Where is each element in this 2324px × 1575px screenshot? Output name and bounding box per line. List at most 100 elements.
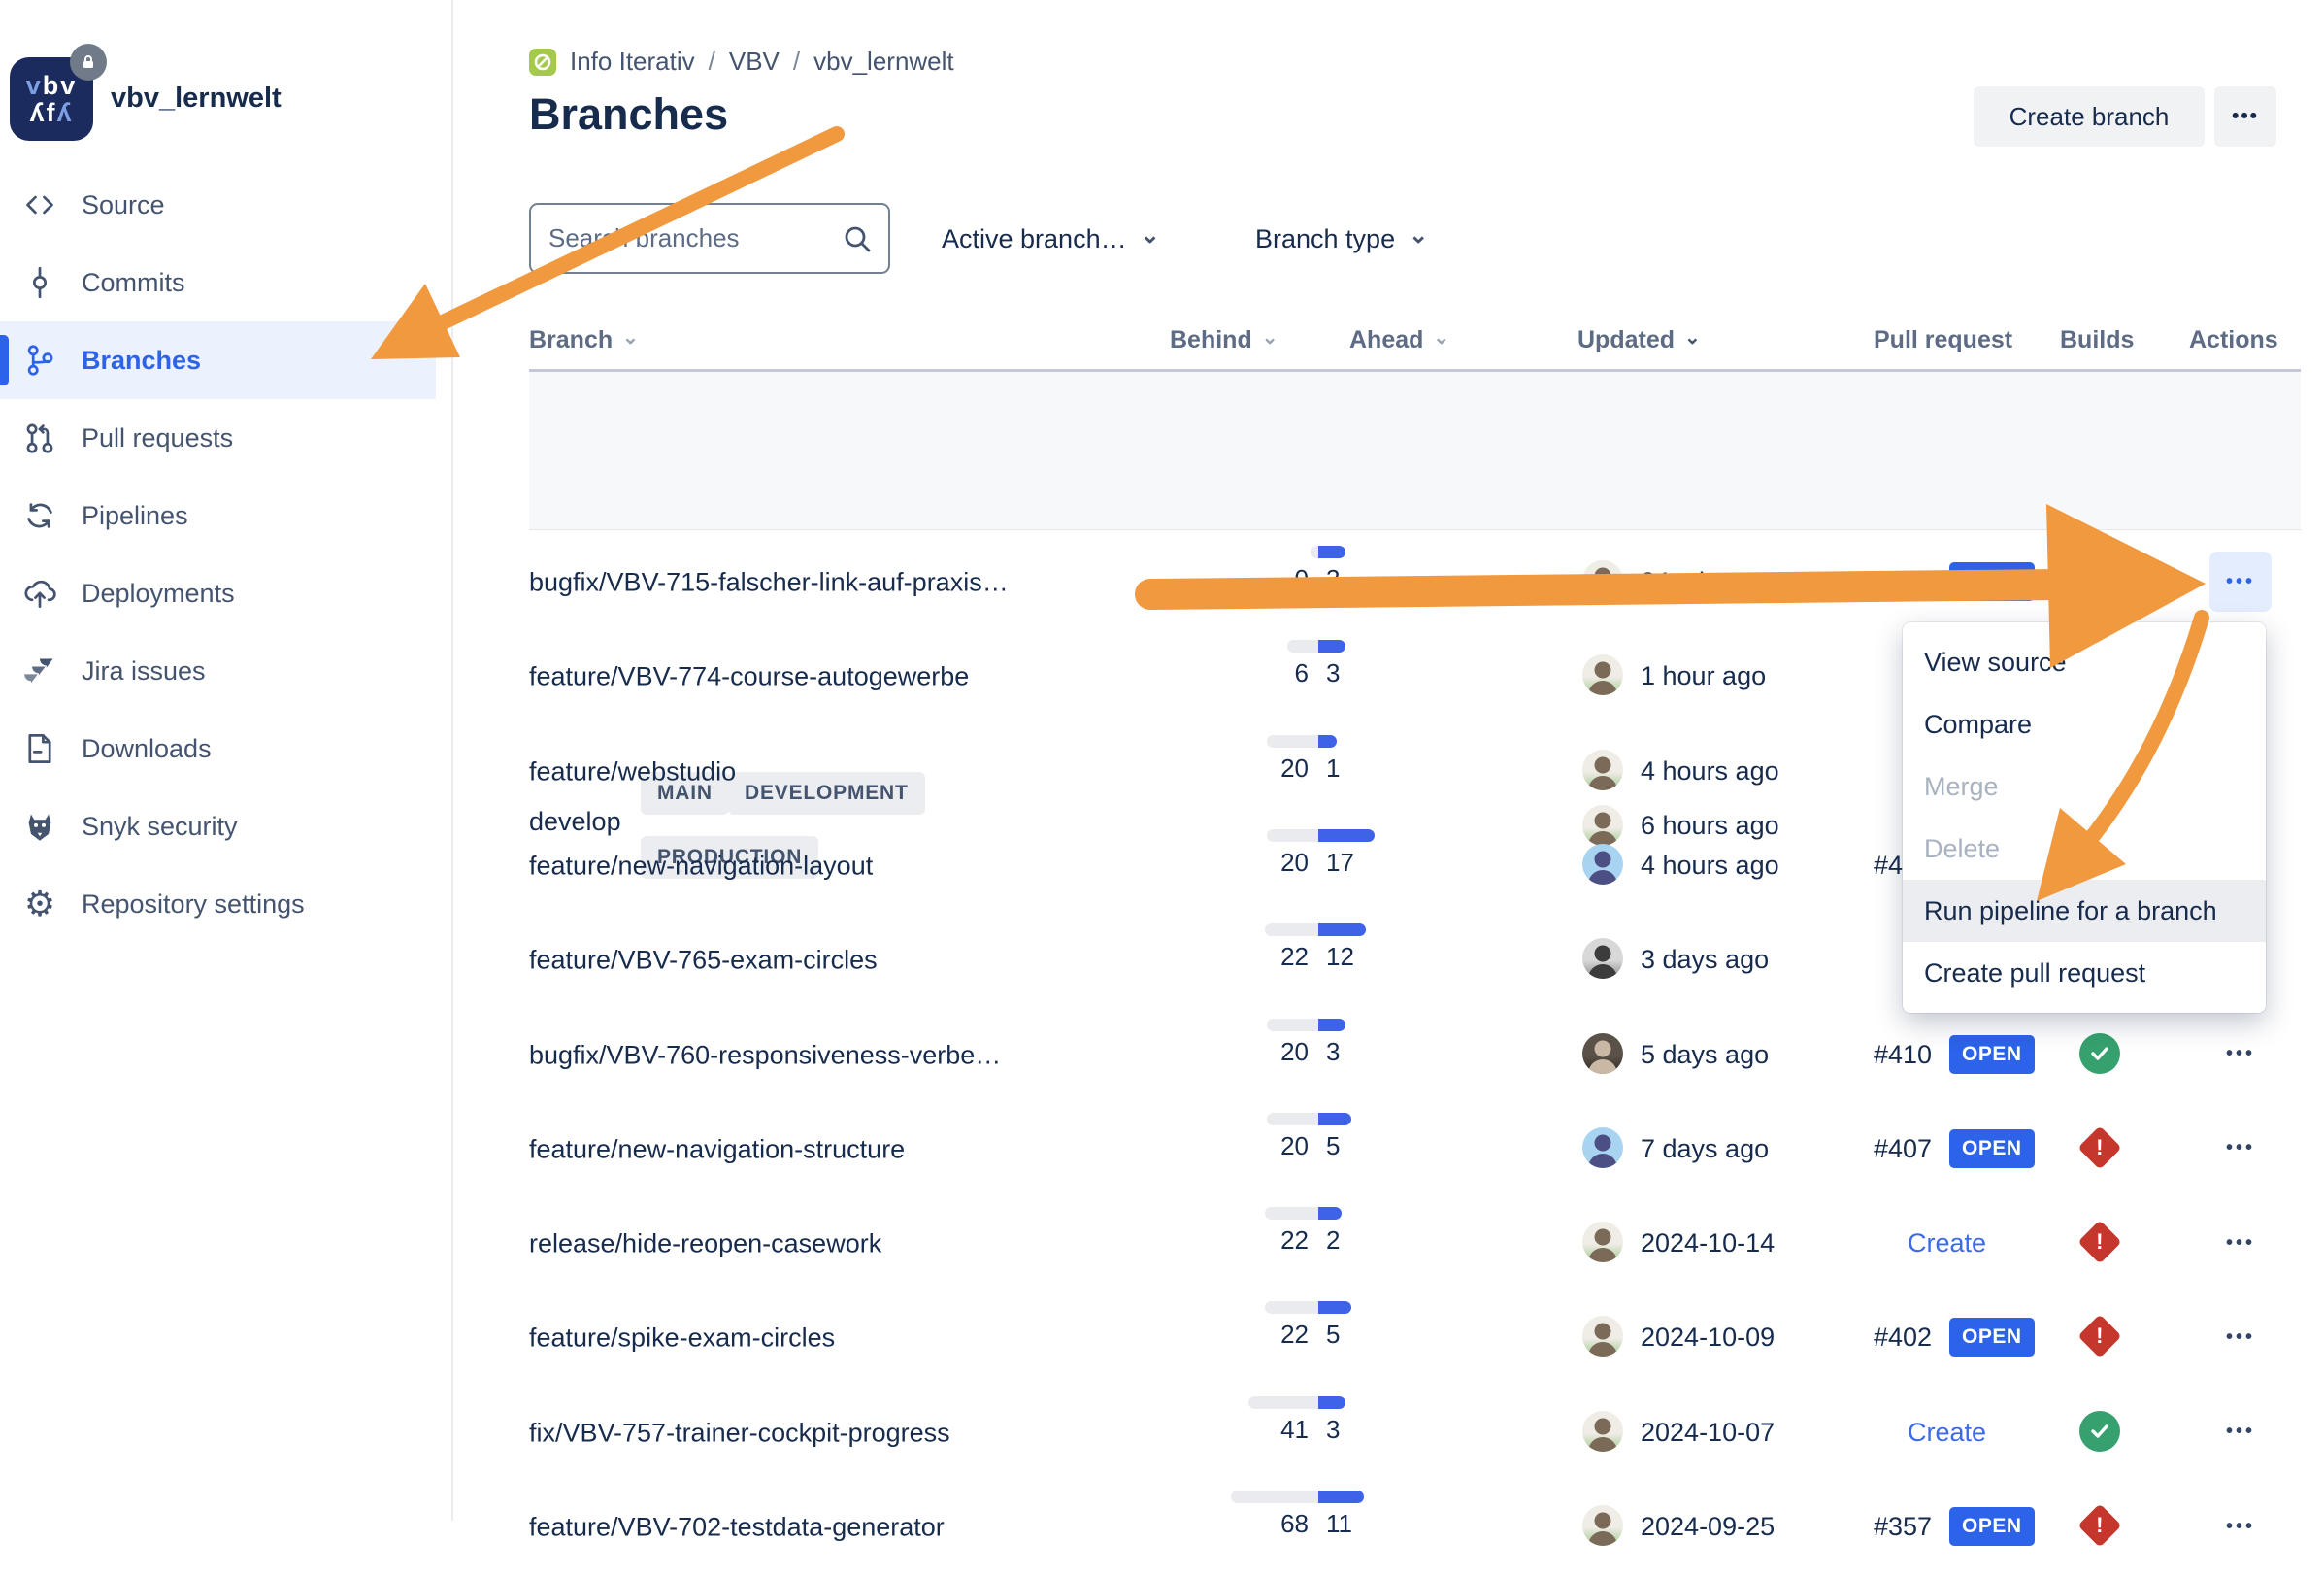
sort-chevron-icon: ⌄ (1433, 327, 1450, 349)
row-actions-button[interactable]: ••• (2209, 1024, 2272, 1085)
branch-name[interactable]: feature/new-navigation-layout (529, 851, 874, 881)
sidebar-item-deployments[interactable]: Deployments (0, 554, 436, 632)
ahead-bar (1318, 1112, 1351, 1125)
sidebar-item-downloads[interactable]: Downloads (0, 710, 436, 788)
row-actions-button[interactable]: ••• (2209, 552, 2272, 612)
page-more-button[interactable]: ••• (2214, 86, 2276, 147)
branch-name[interactable]: develop (529, 807, 621, 836)
column-header-ahead[interactable]: Ahead ⌄ (1349, 326, 1450, 353)
env-badge-development: DEVELOPMENT (728, 772, 925, 815)
create-branch-button[interactable]: Create branch (1974, 86, 2205, 147)
pr-number[interactable]: #357 (1874, 1512, 1933, 1541)
breadcrumb-project[interactable]: VBV (728, 47, 780, 76)
branch-name[interactable]: feature/new-navigation-structure (529, 1134, 906, 1164)
lock-icon (83, 55, 93, 68)
updated-time: 4 hours ago (1641, 755, 1779, 786)
column-header-updated[interactable]: Updated ⌄ (1577, 326, 1701, 353)
menu-item-create-pull-request[interactable]: Create pull request (1924, 957, 2146, 988)
build-status-failed-icon[interactable]: ! (2077, 1125, 2122, 1170)
repo-name[interactable]: vbv_lernwelt (111, 83, 282, 114)
create-pr-link[interactable]: Create (1908, 1228, 1987, 1258)
jira-icon (23, 654, 56, 687)
ahead-count: 3 (1326, 658, 1341, 688)
branch-name[interactable]: fix/VBV-757-trainer-cockpit-progress (529, 1418, 950, 1448)
create-pr-link[interactable]: Create (1908, 1417, 1987, 1447)
breadcrumb-separator: / (792, 47, 801, 76)
sidebar-item-snyk-security[interactable]: Snyk security (0, 788, 436, 865)
sidebar-item-pull-requests[interactable]: Pull requests (0, 399, 436, 477)
sidebar-item-label: Snyk security (82, 811, 238, 841)
sidebar-item-label: Branches (82, 345, 202, 375)
build-status-success-icon[interactable] (2079, 1032, 2120, 1074)
menu-item-view-source[interactable]: View source (1924, 647, 2067, 677)
pr-state-badge: OPEN (1949, 1318, 2035, 1357)
sidebar-item-source[interactable]: Source (0, 166, 436, 244)
menu-item-delete: Delete (1924, 833, 2001, 863)
branch-row: bugfix/VBV-760-responsiveness-verbe… 20 3 5… (529, 1008, 2301, 1103)
behind-count: 22 (1280, 942, 1309, 972)
author-avatar (1582, 843, 1623, 885)
header-rule (529, 369, 2301, 372)
branch-row: release/hide-reopen-casework 22 2 2024-10-1… (529, 1196, 2301, 1291)
breadcrumb-separator: / (708, 47, 715, 76)
sidebar-item-branches[interactable]: Branches (0, 321, 436, 399)
pr-state-badge: OPEN (1949, 1507, 2035, 1546)
chevron-down-icon: ⌄ (1140, 221, 1160, 249)
column-header-behind[interactable]: Behind ⌄ (1170, 326, 1278, 353)
column-header-branch[interactable]: Branch ⌄ (529, 326, 639, 353)
row-actions-button[interactable]: ••• (2209, 1402, 2272, 1462)
branch-name[interactable]: bugfix/VBV-760-responsiveness-verbe… (529, 1040, 1002, 1069)
updated-time: 7 days ago (1641, 1133, 1770, 1163)
pr-number[interactable]: #407 (1874, 1133, 1933, 1163)
chevron-down-icon: ⌄ (1409, 221, 1429, 249)
branch-type-filter[interactable]: Branch type ⌄ (1255, 208, 1428, 270)
branch-row: feature/VBV-774-course-autogewerbe 6 3 1 ho… (529, 629, 2301, 724)
build-status-in-progress-icon[interactable]: ! (2079, 560, 2120, 601)
ahead-count: 5 (1326, 1320, 1341, 1350)
build-status-failed-icon[interactable]: ! (2077, 1314, 2122, 1359)
author-avatar (1582, 749, 1623, 790)
branch-name[interactable]: feature/webstudio (529, 756, 737, 787)
active-branches-filter[interactable]: Active branch… ⌄ (942, 208, 1160, 270)
branch-name[interactable]: feature/spike-exam-circles (529, 1323, 836, 1353)
breadcrumb-workspace[interactable]: Info Iterativ (570, 47, 695, 76)
author-avatar (1582, 1032, 1623, 1074)
pr-number[interactable]: #4 (1874, 850, 1904, 880)
row-actions-button[interactable]: ••• (2209, 1307, 2272, 1367)
build-status-failed-icon[interactable]: ! (2077, 1220, 2122, 1264)
branch-name[interactable]: feature/VBV-702-testdata-generator (529, 1512, 945, 1542)
build-status-success-icon[interactable] (2079, 1410, 2120, 1452)
sidebar-item-jira-issues[interactable]: Jira issues (0, 632, 436, 710)
ahead-count: 12 (1326, 942, 1354, 972)
sidebar-item-repository-settings[interactable]: ⚙ Repository settings (0, 865, 436, 943)
author-avatar (1582, 1505, 1623, 1546)
author-avatar (1582, 654, 1623, 696)
behind-bar (1265, 923, 1318, 937)
branch-name[interactable]: bugfix/VBV-715-falscher-link-auf-praxis… (529, 567, 1009, 597)
ahead-count: 11 (1326, 1509, 1352, 1538)
row-actions-button[interactable]: ••• (2209, 1213, 2272, 1273)
updated-time: 6 hours ago (1641, 811, 1779, 840)
branch-name[interactable]: release/hide-reopen-casework (529, 1228, 882, 1258)
menu-item-run-pipeline-for-a-branch[interactable]: Run pipeline for a branch (1903, 880, 2266, 942)
branches-table: Branch ⌄ Behind ⌄ Ahead ⌄ Updated ⌄ Pull request… (529, 0, 2301, 1548)
develop-branch-row[interactable]: develop MAIN DEVELOPMENT PRODUCTION 6 ho… (529, 372, 2301, 879)
build-status-failed-icon[interactable]: ! (2077, 1503, 2122, 1548)
behind-count: 68 (1280, 1509, 1309, 1538)
row-actions-button[interactable]: ••• (2209, 1496, 2272, 1557)
sidebar-item-commits[interactable]: Commits (0, 244, 436, 321)
breadcrumb-repo[interactable]: vbv_lernwelt (813, 47, 954, 76)
menu-item-compare[interactable]: Compare (1924, 709, 2033, 739)
sidebar-item-pipelines[interactable]: Pipelines (0, 477, 436, 554)
pr-number[interactable]: #410 (1874, 1039, 1933, 1069)
behind-count: 20 (1280, 753, 1309, 783)
branch-name[interactable]: feature/VBV-765-exam-circles (529, 945, 878, 975)
branch-row: bugfix/VBV-715-falscher-link-auf-praxis…… (529, 535, 2301, 630)
ahead-count: 3 (1326, 1036, 1341, 1066)
ahead-bar (1318, 640, 1345, 653)
row-actions-button[interactable]: ••• (2209, 1119, 2272, 1179)
pr-number[interactable]: #402 (1874, 1323, 1933, 1353)
pr-number[interactable]: #411 (1874, 567, 1931, 596)
column-header-pull-request: Pull request (1874, 326, 2013, 353)
branch-name[interactable]: feature/VBV-774-course-autogewerbe (529, 661, 970, 691)
